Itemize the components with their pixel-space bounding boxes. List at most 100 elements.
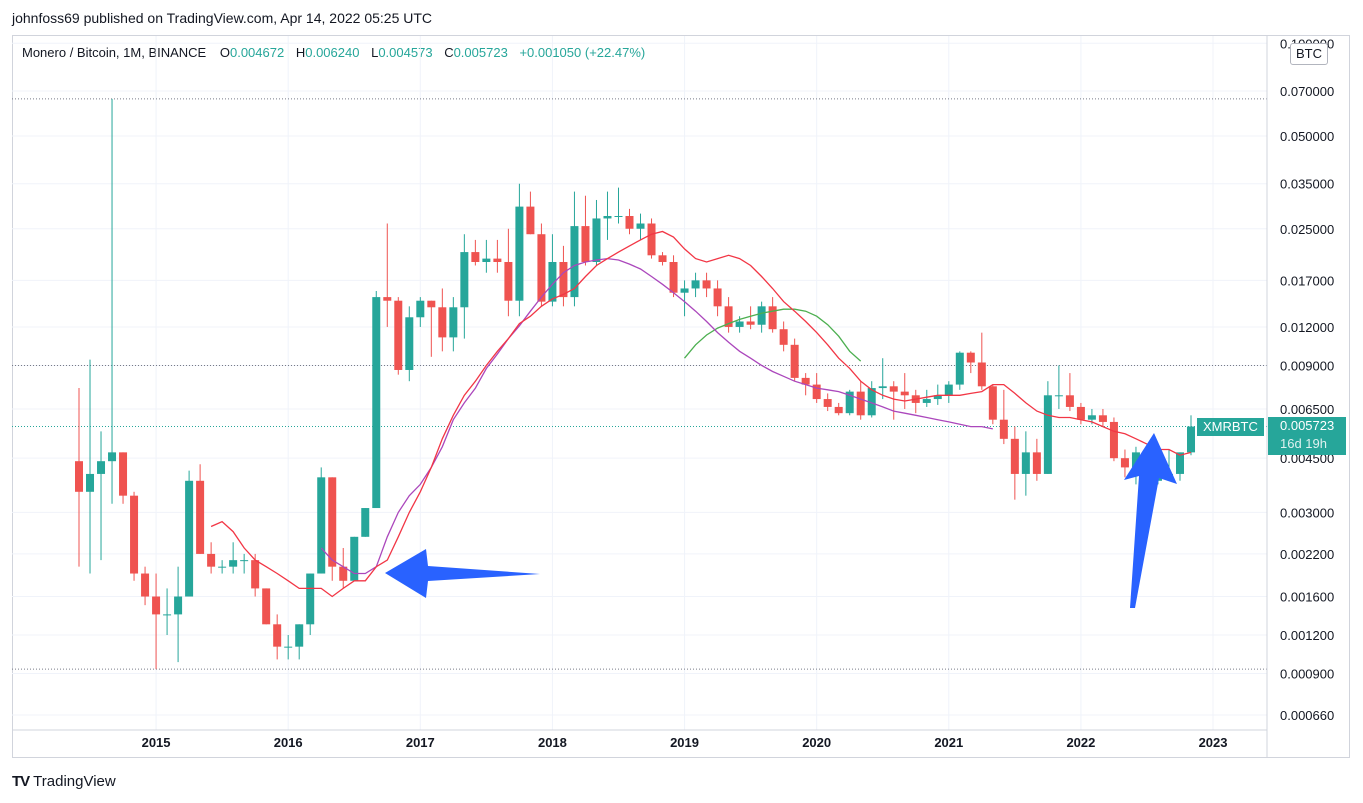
candle-up: [185, 480, 194, 597]
candle-down: [812, 384, 821, 400]
candle-up: [944, 384, 953, 396]
x-tick-label: 2021: [934, 735, 963, 750]
candle-down: [526, 206, 535, 235]
candle-down: [493, 258, 502, 262]
time-axis: 2015 2016 2017 2018 2019 2020 2021 2022 2023: [12, 729, 1267, 750]
candle-down: [559, 261, 568, 298]
high-value: 0.006240: [305, 45, 360, 60]
candle-down: [1032, 452, 1041, 474]
y-tick-label: 0.035000: [1280, 177, 1334, 192]
last-price-box: 0.005723 16d 19h: [1268, 417, 1346, 455]
candle-down: [889, 386, 898, 392]
candle-up: [174, 596, 183, 615]
candle-down: [328, 477, 337, 567]
candle-down: [394, 300, 403, 370]
horizontal-levels: [12, 98, 1267, 670]
candle-down: [196, 480, 205, 554]
candle-down: [119, 452, 128, 496]
left-arrow-icon: [385, 549, 540, 598]
candle-down: [647, 223, 656, 256]
candle-up: [218, 566, 227, 568]
candle-up: [1043, 395, 1052, 474]
candle-up: [922, 399, 931, 403]
tradingview-logo: TV: [12, 773, 30, 790]
y-tick-label: 0.001600: [1280, 590, 1334, 605]
brand-name: TradingView: [33, 773, 116, 790]
candle-up: [449, 307, 458, 338]
ticker-tag: XMRBTC: [1197, 418, 1264, 436]
candle-up: [570, 226, 579, 298]
candle-down: [438, 307, 447, 338]
candle-down: [339, 566, 348, 581]
candle-up: [592, 218, 601, 262]
y-tick-label: 0.001200: [1280, 628, 1334, 643]
ohlc-legend: Monero / Bitcoin, 1M, BINANCE O0.004672 …: [22, 45, 653, 60]
candle-up: [1054, 395, 1063, 397]
candle-down: [713, 288, 722, 307]
x-tick-label: 2023: [1199, 735, 1228, 750]
candle-down: [581, 226, 590, 262]
candle-down: [471, 252, 480, 262]
candles-layer: [75, 98, 1196, 670]
y-tick-label: 0.000660: [1280, 708, 1334, 723]
candle-down: [1098, 415, 1107, 422]
candle-down: [900, 391, 909, 396]
candle-down: [823, 399, 832, 407]
candle-up: [229, 560, 238, 567]
candle-up: [482, 258, 491, 262]
up-arrow-icon: [1124, 433, 1177, 608]
candle-up: [284, 646, 293, 648]
candle-up: [603, 216, 612, 219]
candle-down: [141, 573, 150, 597]
candle-down: [504, 261, 513, 301]
candle-up: [878, 386, 887, 389]
price-axis: 0.1000000.0700000.0500000.0350000.025000…: [1266, 36, 1334, 757]
chart-grid: [12, 36, 1267, 730]
candle-down: [427, 300, 436, 308]
candle-up: [163, 614, 172, 616]
x-tick-label: 2017: [406, 735, 435, 750]
candle-down: [724, 306, 733, 327]
candle-up: [460, 252, 469, 308]
publisher-line: johnfoss69 published on TradingView.com,…: [12, 10, 433, 26]
candle-up: [614, 216, 623, 218]
tradingview-brand[interactable]: TV TradingView: [12, 773, 116, 790]
candle-down: [251, 560, 260, 589]
candle-up: [735, 321, 744, 327]
close-label: C: [444, 45, 454, 60]
symbol-label: Monero / Bitcoin, 1M, BINANCE: [22, 45, 207, 60]
candle-up: [515, 206, 524, 301]
candle-down: [658, 255, 667, 262]
y-tick-label: 0.050000: [1280, 129, 1334, 144]
candle-down: [537, 234, 546, 302]
candle-down: [779, 329, 788, 345]
chart-frame[interactable]: [12, 35, 1350, 758]
candle-up: [1176, 452, 1184, 474]
candle-down: [702, 280, 711, 289]
candle-down: [207, 553, 216, 567]
candle-up: [372, 297, 381, 509]
close-value: 0.005723: [453, 45, 508, 60]
candle-down: [625, 216, 634, 229]
ma-fast-line: [210, 230, 1192, 598]
y-tick-label: 0.006500: [1280, 402, 1334, 417]
change-value: +0.001050 (+22.47%): [519, 45, 646, 60]
candle-down: [1109, 421, 1118, 459]
candle-up: [350, 536, 359, 581]
low-label: L: [371, 45, 379, 60]
unit-badge[interactable]: BTC: [1290, 43, 1328, 65]
y-tick-label: 0.009000: [1280, 358, 1334, 373]
candle-down: [75, 461, 83, 492]
candle-down: [790, 344, 799, 378]
candle-up: [867, 388, 876, 416]
candle-down: [273, 624, 282, 647]
candle-up: [680, 288, 689, 293]
last-price: 0.005723: [1280, 418, 1335, 433]
annotation-arrows: [385, 433, 1177, 608]
candle-up: [108, 452, 117, 462]
x-tick-label: 2020: [802, 735, 831, 750]
candle-up: [1021, 452, 1030, 474]
candle-up: [548, 261, 557, 302]
candle-up: [1087, 415, 1096, 420]
